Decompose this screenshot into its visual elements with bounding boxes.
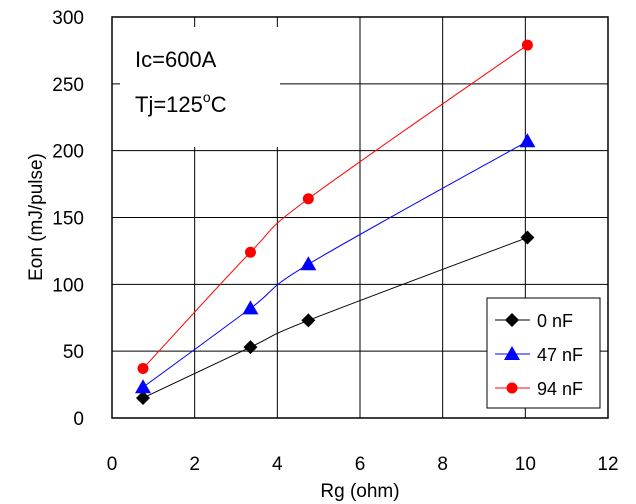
x-tick-label: 4 (272, 454, 283, 475)
data-point (521, 39, 533, 51)
y-tick-label: 150 (52, 209, 84, 230)
series-line (142, 44, 528, 369)
series-line (142, 237, 528, 399)
plot-border (111, 16, 609, 419)
annotation-box: Ic=600A Tj=125oC (120, 27, 280, 147)
data-point (519, 133, 536, 148)
series-0 (136, 230, 535, 405)
y-tick-label: 200 (52, 142, 84, 163)
legend-entry: 94 nF (495, 379, 583, 399)
x-tick-label: 0 (107, 454, 118, 475)
data-point (135, 379, 151, 394)
data-point (137, 363, 149, 375)
legend-marker (506, 382, 518, 394)
annotation-tj: Tj=125oC (135, 89, 227, 117)
data-point (243, 340, 258, 355)
legend-label: 94 nF (537, 379, 583, 399)
data-point (136, 390, 150, 405)
y-tick-label: 250 (52, 75, 84, 96)
y-tick-label: 300 (52, 8, 84, 29)
data-point (300, 256, 317, 271)
annotation-ic: Ic=600A (135, 47, 217, 72)
y-axis-title: Eon (mJ/pulse) (26, 153, 47, 281)
y-tick-label: 50 (63, 342, 84, 363)
legend-marker (505, 313, 519, 327)
tick-labels: 0 2 4 6 8 10 12 0 50 100 150 200 250 300 (52, 8, 618, 475)
x-tick-label: 2 (189, 454, 200, 475)
annotation-tj-prefix: Tj=125 (135, 92, 203, 117)
data-point (244, 246, 256, 258)
x-tick-label: 12 (597, 454, 618, 475)
data-point (242, 300, 259, 315)
y-tick-label: 0 (73, 409, 84, 430)
y-tick-label: 100 (52, 275, 84, 296)
x-axis-title: Rg (ohm) (320, 481, 399, 502)
series-2 (137, 39, 533, 375)
legend-marker (504, 346, 520, 360)
series-1 (135, 133, 536, 394)
data-point (301, 313, 316, 328)
x-tick-label: 8 (437, 454, 448, 475)
annotation-tj-sup: o (203, 89, 211, 105)
data-point (302, 193, 314, 205)
legend-box (486, 297, 601, 409)
legend-label: 47 nF (537, 345, 583, 365)
legend-entry: 47 nF (495, 345, 583, 365)
x-tick-label: 6 (355, 454, 366, 475)
legend-label: 0 nF (537, 311, 573, 331)
legend: 0 nF 47 nF 94 nF (486, 297, 601, 409)
data-point (520, 230, 535, 245)
x-tick-label: 10 (515, 454, 536, 475)
annotation-tj-suffix: C (211, 92, 227, 117)
legend-entry: 0 nF (495, 311, 573, 331)
series-layer (135, 39, 536, 405)
series-line (142, 140, 528, 388)
